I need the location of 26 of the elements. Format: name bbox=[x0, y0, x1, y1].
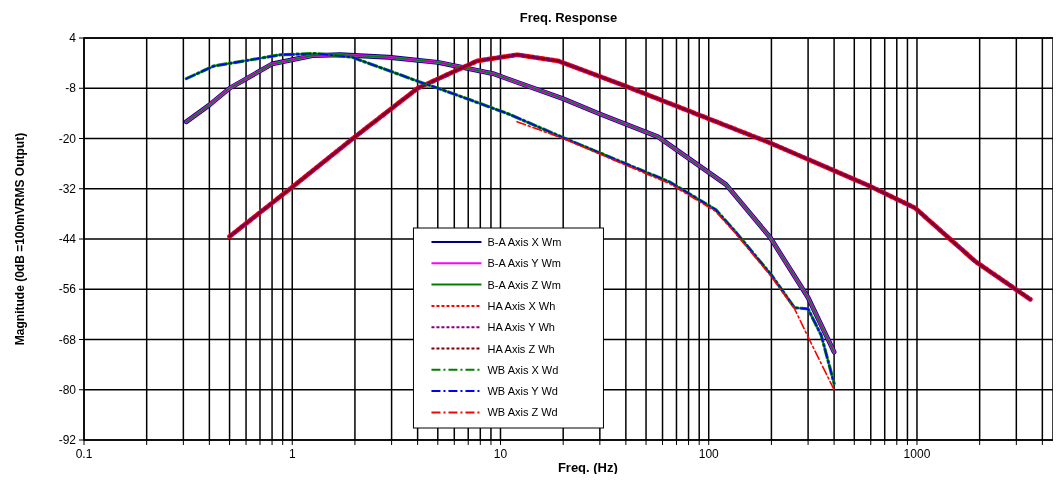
x-tick-label: 1000 bbox=[903, 447, 931, 461]
y-tick-label: -80 bbox=[58, 382, 77, 397]
y-tick-label: -68 bbox=[58, 332, 77, 347]
y-tick-label: -32 bbox=[58, 181, 77, 196]
y-tick-label: -56 bbox=[58, 282, 77, 297]
chart-title: Freq. Response bbox=[519, 10, 618, 25]
legend-label: WB Axis Z Wd bbox=[487, 406, 558, 419]
x-tick-label: 1 bbox=[288, 447, 296, 461]
x-tick-label: 100 bbox=[698, 447, 720, 461]
legend-label: B-A Axis Y Wm bbox=[487, 257, 562, 270]
legend-label: B-A Axis X Wm bbox=[487, 236, 562, 248]
y-tick-label: -44 bbox=[58, 232, 77, 246]
x-axis-title: Freq. (Hz) bbox=[557, 460, 618, 475]
y-tick-label: -92 bbox=[58, 433, 77, 447]
y-tick-label: -8 bbox=[65, 81, 77, 96]
legend-label: HA Axis Y Wh bbox=[487, 321, 555, 334]
legend-label: HA Axis X Wh bbox=[487, 299, 556, 312]
legend-label: HA Axis Z Wh bbox=[487, 342, 555, 355]
legend-label: WB Axis X Wd bbox=[487, 363, 559, 376]
x-tick-label: 0.1 bbox=[75, 447, 93, 461]
legend-label: B-A Axis Z Wm bbox=[487, 278, 561, 291]
y-tick-label: 4 bbox=[69, 31, 77, 45]
y-axis-title: Magnitude (0dB =100mVRMS Output) bbox=[13, 132, 27, 346]
y-tick-label: -20 bbox=[58, 131, 77, 146]
x-tick-label: 10 bbox=[493, 447, 508, 461]
legend-label: WB Axis Y Wd bbox=[487, 385, 558, 398]
